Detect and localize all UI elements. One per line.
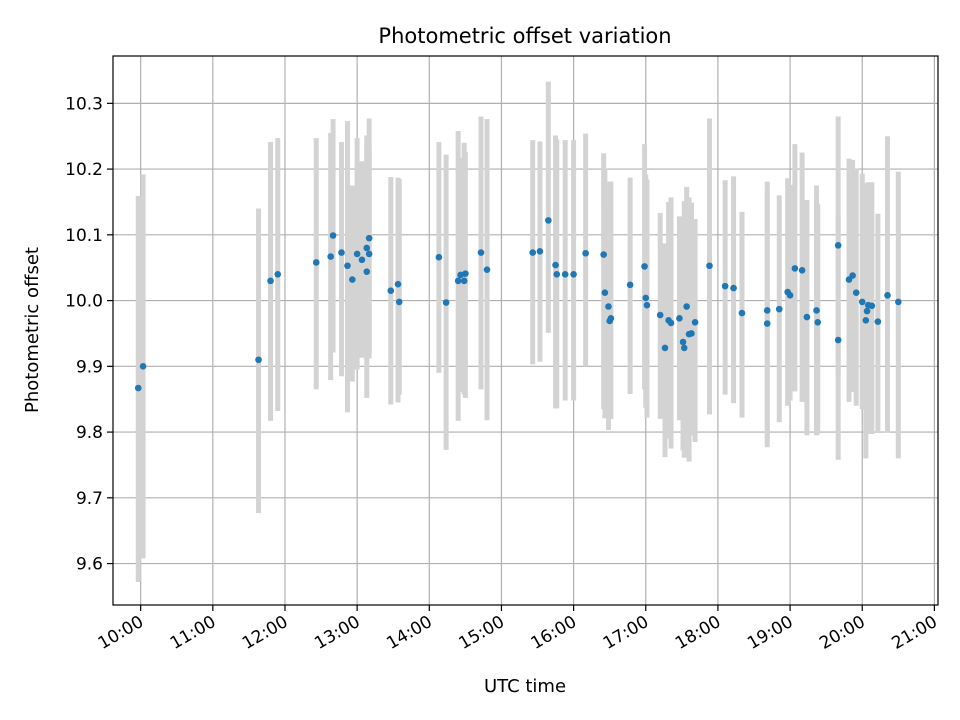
data-point [803,313,811,321]
data-point [358,256,366,264]
data-point [601,289,609,296]
data-point [680,344,688,352]
data-point [134,384,142,392]
chart-title: Photometric offset variation [378,24,671,48]
data-point [786,292,794,299]
data-point [863,307,871,315]
data-point [849,272,856,279]
data-point [483,266,491,273]
y-tick-label: 10.2 [65,160,103,180]
data-point [676,315,683,322]
data-point [667,319,675,327]
data-point [775,305,783,313]
data-point [862,317,870,324]
data-point [679,338,687,346]
data-point [656,311,664,319]
data-point [868,302,876,310]
y-tick-label: 9.6 [76,555,103,575]
data-point [570,270,577,278]
data-point [852,289,860,296]
data-point [884,292,891,299]
data-point [791,265,799,272]
y-tick-label: 10.3 [65,94,103,114]
data-point [691,318,699,326]
data-point [529,249,537,256]
data-point [363,268,371,275]
data-point [267,277,274,285]
data-point [312,259,320,266]
data-point [798,267,806,274]
data-point [643,301,651,309]
data-point [706,262,713,270]
data-point [834,242,842,249]
y-tick-label: 9.7 [76,489,103,509]
data-point [561,270,569,278]
data-point [813,307,820,314]
data-point [607,315,615,322]
data-point [349,276,356,283]
data-point [395,298,403,306]
data-point [605,303,612,310]
data-point [329,232,337,239]
data-point [688,330,695,337]
data-point [477,249,485,256]
data-point [394,280,402,288]
data-point [834,336,842,344]
data-point [738,309,746,317]
data-point [274,270,282,278]
data-point [895,298,902,306]
y-tick-label: 9.9 [76,357,103,377]
data-point [139,363,147,370]
data-point [763,320,771,327]
data-point [683,303,690,310]
data-point [721,282,729,290]
data-point [462,270,469,277]
plot-frame [112,55,939,606]
data-point [642,294,650,302]
x-axis-label: UTC time [484,676,566,697]
data-point [553,270,561,278]
data-point [454,277,462,285]
data-point [582,249,589,257]
data-point [600,251,607,258]
data-point [344,262,351,270]
data-point [814,318,822,326]
y-tick-label: 10.0 [65,292,103,312]
data-point [255,356,262,364]
data-point [442,299,450,306]
data-point [545,217,552,224]
data-point [460,277,468,285]
data-point [365,234,373,242]
data-point [661,344,669,352]
y-axis-ticks: 9.6 9.7 9.8 9.9 10.0 10.1 10.2 10.3 [65,94,113,575]
y-tick-label: 9.8 [76,423,103,443]
y-axis-label: Photometric offset [22,247,43,413]
data-point [626,281,634,289]
data-point [552,261,559,269]
data-point [763,307,771,314]
data-point [387,287,395,295]
data-point [730,284,737,292]
data-point [327,253,334,260]
data-point [365,250,373,258]
data-points [134,217,902,392]
data-point [536,247,544,255]
data-point [874,318,882,325]
data-point [641,263,648,270]
data-point [858,298,866,306]
data-point [338,249,345,256]
data-point [363,244,371,252]
data-point [435,253,443,261]
data-point [353,250,361,258]
y-tick-label: 10.1 [65,226,103,246]
